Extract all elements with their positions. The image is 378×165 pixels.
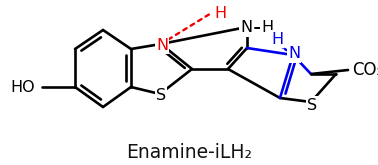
- Text: H: H: [214, 5, 226, 20]
- Text: H: H: [271, 32, 283, 47]
- Text: N: N: [156, 37, 168, 52]
- Text: HO: HO: [10, 80, 35, 95]
- Text: H: H: [261, 20, 273, 35]
- Text: S: S: [156, 88, 166, 103]
- Text: N: N: [240, 20, 252, 35]
- Text: CO₂H: CO₂H: [352, 61, 378, 79]
- Text: Enamine-iLH₂: Enamine-iLH₂: [126, 143, 252, 162]
- Text: S: S: [307, 98, 317, 113]
- Text: N: N: [288, 47, 300, 62]
